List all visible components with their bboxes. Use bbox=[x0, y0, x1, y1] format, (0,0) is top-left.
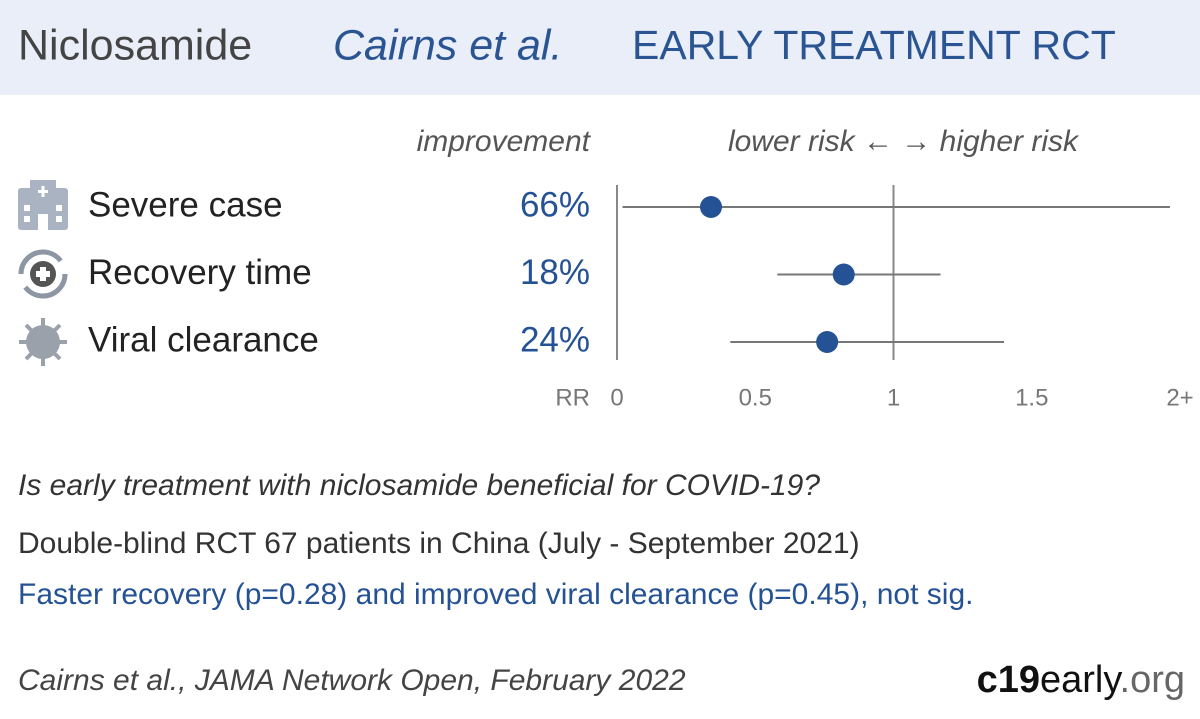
estimate-point bbox=[700, 196, 723, 218]
x-tick-label: 1.5 bbox=[1015, 384, 1048, 411]
virus-icon bbox=[19, 318, 67, 366]
result: Faster recovery (p=0.28) and improved vi… bbox=[18, 578, 973, 611]
estimate-point bbox=[832, 263, 855, 286]
header-band bbox=[0, 0, 1200, 95]
x-axis-label: RR bbox=[555, 384, 590, 411]
x-tick-label: 0 bbox=[610, 384, 623, 411]
estimate-point bbox=[816, 331, 839, 353]
brand-part: .org bbox=[1120, 659, 1185, 701]
study-kind: EARLY TREATMENT RCT bbox=[632, 22, 1116, 68]
x-tick-label: 1 bbox=[887, 384, 900, 411]
improvement-label: 66% bbox=[520, 185, 590, 224]
x-tick-label: 2+ bbox=[1166, 384, 1193, 411]
citation: Cairns et al., JAMA Network Open, Februa… bbox=[18, 664, 686, 697]
hospital-icon bbox=[18, 180, 68, 230]
row-label: Severe case bbox=[88, 185, 283, 224]
brand-part: early bbox=[1040, 659, 1122, 701]
row-label: Viral clearance bbox=[88, 320, 319, 359]
recovery-icon bbox=[18, 249, 68, 299]
study-name: Cairns et al. bbox=[333, 21, 562, 69]
question: Is early treatment with niclosamide bene… bbox=[18, 469, 820, 502]
brand: c19early.org bbox=[977, 659, 1185, 701]
improvement-header: improvement bbox=[417, 125, 592, 158]
drug-name: Niclosamide bbox=[18, 21, 252, 69]
design: Double-blind RCT 67 patients in China (J… bbox=[18, 527, 860, 560]
brand-part: c19 bbox=[977, 659, 1040, 701]
row-label: Recovery time bbox=[88, 253, 312, 292]
x-tick-label: 0.5 bbox=[739, 384, 772, 411]
direction-header: lower risk ← → higher risk bbox=[728, 125, 1080, 158]
improvement-label: 18% bbox=[520, 253, 590, 292]
improvement-label: 24% bbox=[520, 320, 590, 359]
